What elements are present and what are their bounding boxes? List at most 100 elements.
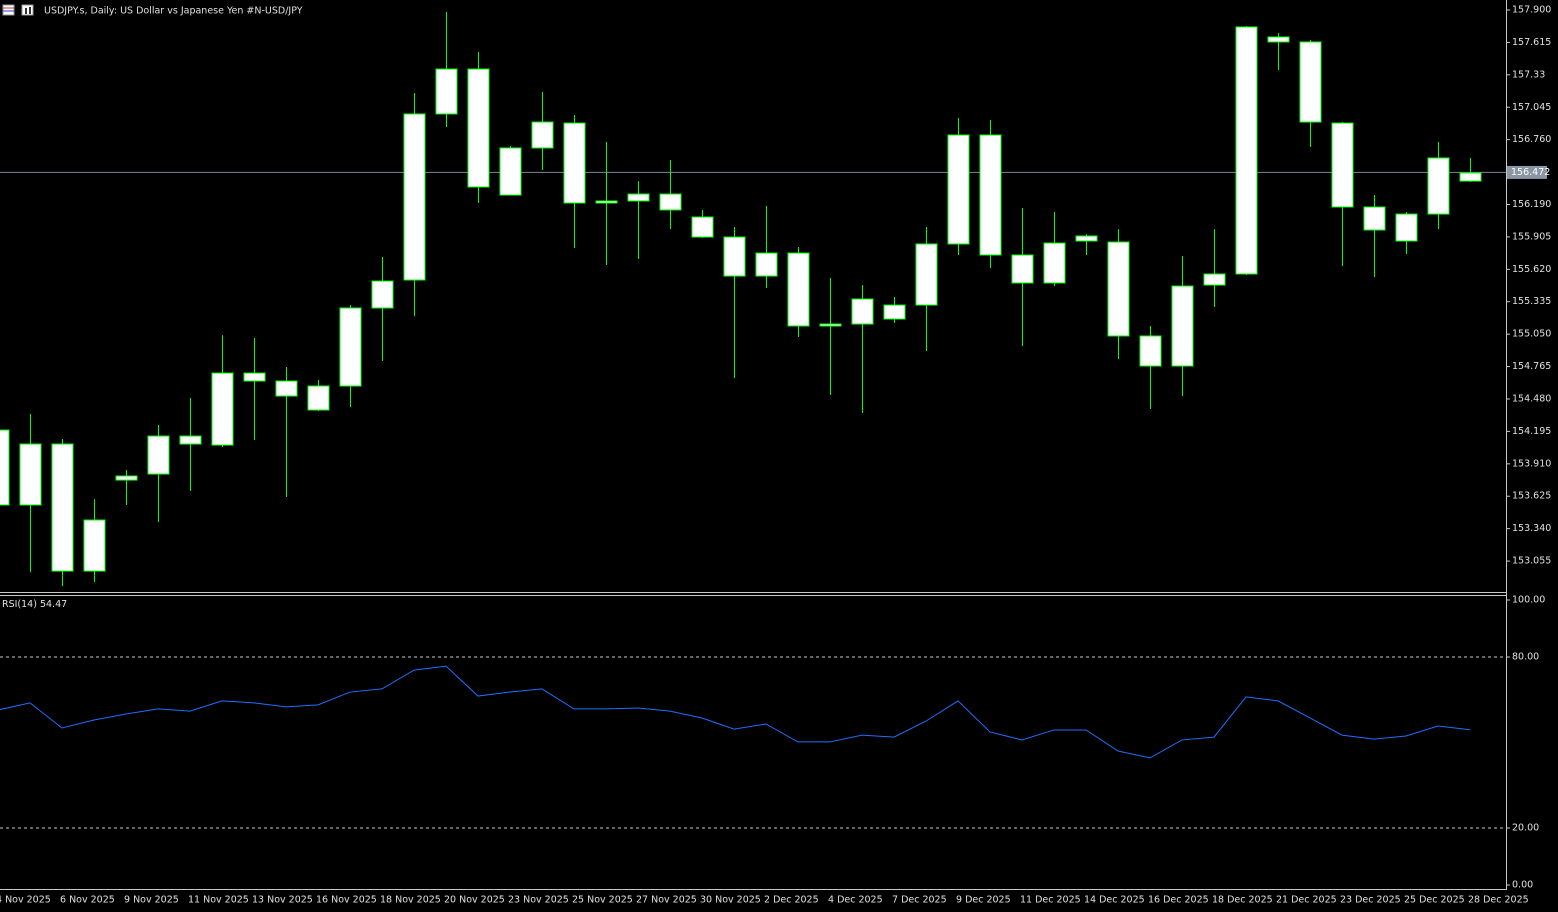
rsi-line [0,665,1471,759]
candle-body [1363,206,1386,231]
candle-body [467,68,490,188]
x-tick-label: 6 Nov 2025 [60,895,115,906]
icon [21,4,34,16]
candle-body [563,122,586,204]
x-tick-label: 21 Dec 2025 [1276,895,1337,906]
x-tick-label: 13 Nov 2025 [252,895,313,906]
x-tick-label: 23 Dec 2025 [1340,895,1401,906]
symbol-icons [2,4,34,16]
x-tick-label: 16 Dec 2025 [1148,895,1209,906]
y-tick-label: 0.00 [1512,880,1533,891]
candle-body [1267,36,1290,43]
y-tick-label: 155.620 [1512,264,1551,275]
candle-body [755,252,778,277]
indicator-value: 54.47 [40,599,67,610]
y-tick-label: 100.00 [1512,595,1545,606]
candle-body [1139,335,1162,367]
x-tick-label: 2 Dec 2025 [764,895,819,906]
candle-body [627,193,650,202]
candle-body [307,385,330,411]
candle-body [51,443,74,572]
y-tick-label: 155.050 [1512,329,1551,340]
candle-body [211,372,234,446]
x-tick-label: 27 Nov 2025 [636,895,697,906]
current-price-label: 156.472 [1511,167,1550,178]
chart-title: USDJPY.s, Daily: US Dollar vs Japanese Y… [44,6,303,17]
candle-body [1427,157,1450,215]
candle-body [1299,41,1322,123]
y-tick-label: 153.910 [1512,458,1551,469]
x-tick-label: 4 Dec 2025 [828,895,883,906]
candle-body [371,280,394,309]
candle-body [915,243,938,306]
candle-body [339,307,362,387]
indicator-name: RSI(14) [2,599,37,610]
candle-body [0,429,10,506]
x-tick-label: 9 Dec 2025 [956,895,1011,906]
x-tick-label: 11 Dec 2025 [1020,895,1081,906]
y-tick-label: 157.615 [1512,37,1551,48]
x-tick-label: 7 Dec 2025 [892,895,947,906]
candle-body [883,304,906,320]
x-tick-label: 18 Nov 2025 [380,895,441,906]
candle-body [595,200,618,204]
icon-bar [25,8,27,14]
x-tick-label: 16 Nov 2025 [316,895,377,906]
candle-body [1075,235,1098,242]
y-tick-label: 155.335 [1512,296,1551,307]
y-tick-label: 157.900 [1512,5,1551,16]
candle-body [499,147,522,196]
x-tick-label: 20 Nov 2025 [444,895,505,906]
y-tick-label: 154.195 [1512,426,1551,437]
candle-body [1459,172,1482,182]
candle-body [243,372,266,382]
y-tick-label: 154.765 [1512,361,1551,372]
candle-body [1107,241,1130,337]
candle-body [659,193,682,211]
candle-body [691,216,714,238]
candle-body [1331,122,1354,208]
candle-body [979,134,1002,256]
candle-body [531,121,554,149]
y-tick-label: 153.055 [1512,556,1551,567]
x-tick-label: 23 Nov 2025 [508,895,569,906]
candle-body [723,236,746,277]
y-tick-label: 157.045 [1512,102,1551,113]
indicator-label: RSI(14) 54.47 [2,599,67,610]
x-tick-label: 9 Nov 2025 [124,895,179,906]
x-tick-label: 25 Nov 2025 [572,895,633,906]
y-tick-label: 155.905 [1512,231,1551,242]
x-tick-label: 11 Nov 2025 [188,895,249,906]
icon [2,4,15,16]
x-tick-label: 28 Dec 2025 [1468,895,1529,906]
candle-body [1395,213,1418,242]
current-price-tag [1507,165,1547,179]
x-tick-label: 4 Nov 2025 [0,895,51,906]
candle-body [179,435,202,445]
x-tick-label: 14 Dec 2025 [1084,895,1145,906]
candle-body [83,519,106,572]
candle-body [1203,273,1226,286]
candle-body [115,475,138,481]
candle-body [851,298,874,325]
y-tick-label: 154.480 [1512,393,1551,404]
icon-bar [29,7,31,14]
y-tick-label: 20.00 [1512,823,1539,834]
x-tick-label: 18 Dec 2025 [1212,895,1273,906]
candle-body [787,252,810,327]
y-tick-label: 156.190 [1512,199,1551,210]
y-tick-label: 153.625 [1512,491,1551,502]
candle-body [1235,26,1258,275]
candle-body [403,113,426,281]
candle-body [19,443,42,506]
candle-body [1171,285,1194,367]
candle-body [147,435,170,475]
y-tick-label: 157.33 [1512,69,1545,80]
y-tick-label: 153.340 [1512,523,1551,534]
candle-body [275,380,298,397]
x-tick-label: 25 Dec 2025 [1404,895,1465,906]
y-tick-label: 80.00 [1512,652,1539,663]
candle-body [947,134,970,245]
